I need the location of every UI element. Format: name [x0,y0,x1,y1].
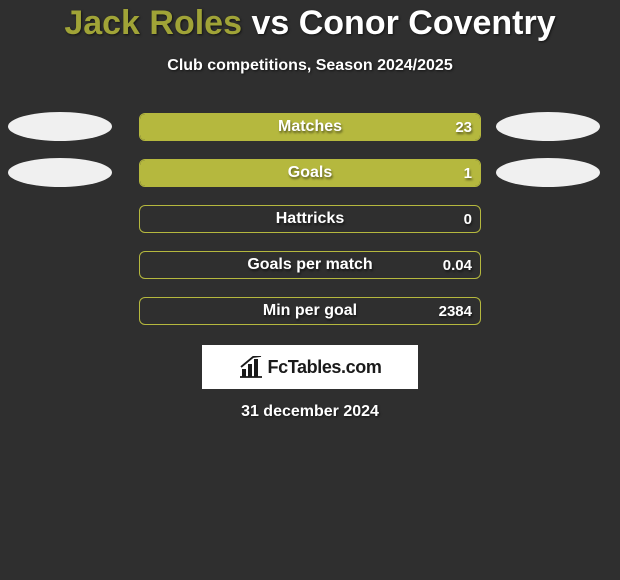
stat-bar: Goals per match0.04 [139,251,481,279]
bar-chart-icon [239,356,263,378]
stat-bar: Hattricks0 [139,205,481,233]
vs-label: vs [251,4,289,42]
title: Jack Roles vs Conor Coventry [64,4,555,43]
stat-row: Hattricks0 [0,205,620,233]
subtitle: Club competitions, Season 2024/2025 [167,57,452,75]
date: 31 december 2024 [241,403,379,421]
stat-row: Matches23 [0,113,620,141]
player1-name: Jack Roles [64,4,242,42]
stat-bar: Min per goal2384 [139,297,481,325]
left-ellipse [8,112,112,141]
stat-label: Matches [140,114,480,140]
logo-text: FcTables.com [268,357,382,378]
stat-label: Hattricks [140,206,480,232]
right-value: 0 [464,206,472,232]
left-ellipse [8,158,112,187]
stat-row: Goals1 [0,159,620,187]
right-value: 0.04 [443,252,472,278]
stat-label: Min per goal [140,298,480,324]
right-value: 1 [464,160,472,186]
player2-name: Conor Coventry [299,4,556,42]
right-ellipse [496,112,600,141]
logo: FcTables.com [239,356,382,378]
stats-rows: Matches23 Goals1 Hattricks0 Goals per match… [0,113,620,325]
right-value: 23 [455,114,472,140]
stat-bar: Goals1 [139,159,481,187]
stat-row: Goals per match0.04 [0,251,620,279]
logo-box: FcTables.com [202,345,418,389]
comparison-card: Jack Roles vs Conor Coventry Club compet… [0,0,620,421]
right-value: 2384 [439,298,472,324]
stat-bar: Matches23 [139,113,481,141]
right-ellipse [496,158,600,187]
stat-row: Min per goal2384 [0,297,620,325]
stat-label: Goals [140,160,480,186]
stat-label: Goals per match [140,252,480,278]
